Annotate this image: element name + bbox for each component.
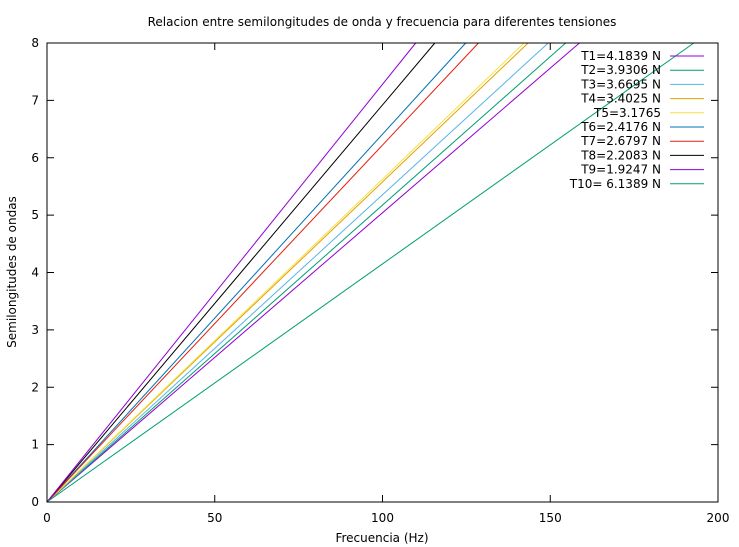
y-tick-label: 8: [31, 36, 39, 50]
series-line-7: [46, 42, 479, 503]
y-axis-label: Semilongitudes de ondas: [5, 196, 19, 348]
chart-title: Relacion entre semilongitudes de onda y …: [148, 15, 617, 29]
x-tick-label: 150: [539, 511, 562, 525]
legend: T1=4.1839 NT2=3.9306 NT3=3.6695 NT4=3.40…: [569, 49, 704, 191]
y-tick-label: 6: [31, 151, 39, 165]
legend-label: T2=3.9306 N: [580, 63, 661, 77]
y-ticks: 0 1 2 3 4 5 6 7 8: [31, 36, 718, 509]
series-line-10: [46, 42, 695, 503]
series-line-5: [46, 42, 525, 503]
series-line-8: [46, 42, 436, 503]
legend-label: T6=2.4176 N: [580, 120, 661, 134]
legend-label: T4=3.4025 N: [580, 92, 661, 106]
x-axis-label: Frecuencia (Hz): [335, 531, 428, 545]
x-tick-label: 100: [371, 511, 394, 525]
series-line-6: [46, 42, 467, 503]
legend-label: T10= 6.1389 N: [569, 177, 661, 191]
series-layer: [46, 42, 695, 503]
y-tick-label: 7: [31, 93, 39, 107]
x-tick-label: 0: [43, 511, 51, 525]
y-tick-label: 5: [31, 208, 39, 222]
legend-label: T8=2.2083 N: [580, 148, 661, 162]
legend-label: T3=3.6695 N: [580, 77, 661, 91]
y-tick-label: 2: [31, 380, 39, 394]
series-line-3: [46, 42, 549, 503]
y-tick-label: 3: [31, 323, 39, 337]
x-tick-label: 50: [207, 511, 222, 525]
series-line-9: [46, 42, 417, 503]
x-tick-label: 200: [707, 511, 730, 525]
series-line-2: [46, 42, 567, 503]
legend-label: T5=3.1765: [593, 106, 661, 120]
legend-label: T7=2.6797 N: [580, 134, 661, 148]
legend-label: T9=1.9247 N: [580, 163, 661, 177]
y-tick-label: 4: [31, 266, 39, 280]
y-tick-label: 1: [31, 438, 39, 452]
x-ticks: 0 50 100 150 200: [43, 43, 729, 525]
series-line-1: [46, 42, 580, 503]
legend-label: T1=4.1839 N: [580, 49, 661, 63]
y-tick-label: 0: [31, 495, 39, 509]
